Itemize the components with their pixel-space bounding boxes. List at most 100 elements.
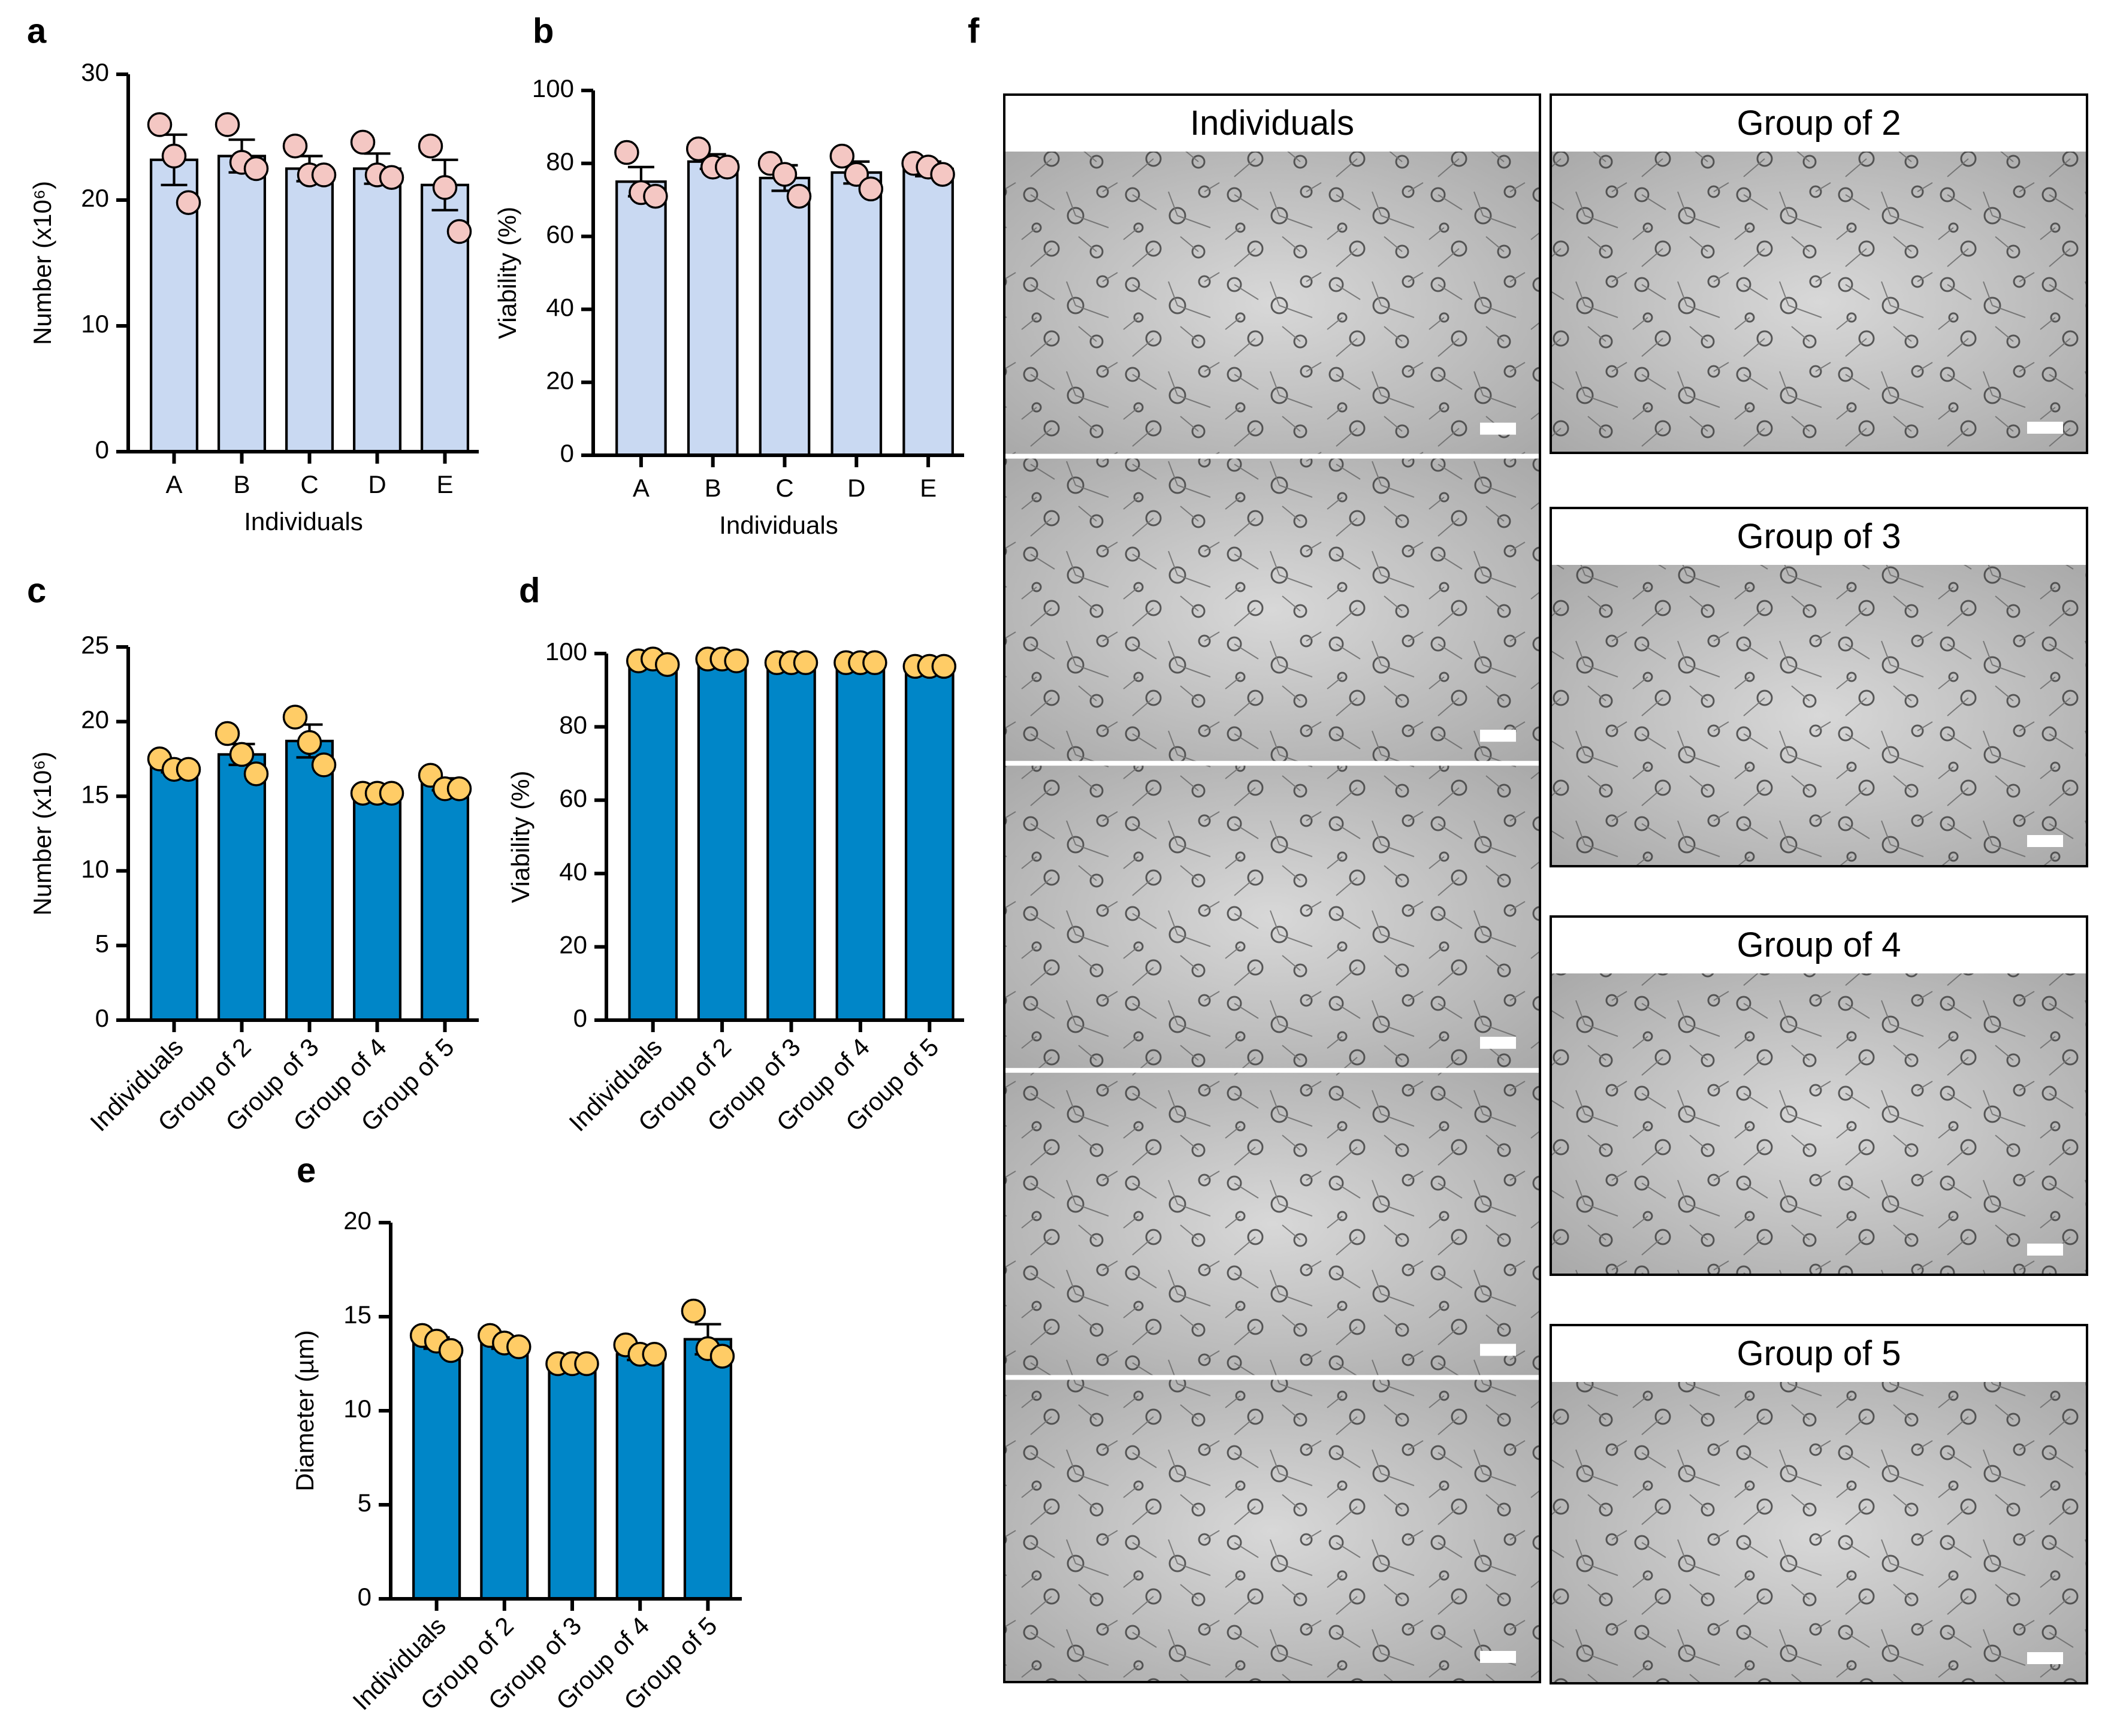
y-tick-label: 30 (81, 58, 109, 86)
y-tick-label: 20 (546, 366, 574, 394)
data-point (681, 1298, 706, 1324)
data-point (243, 156, 269, 182)
y-tick-label: 10 (343, 1395, 372, 1423)
y-tick-label: 10 (81, 855, 109, 883)
x-axis-label: Individuals (719, 511, 838, 539)
scale-bar (2027, 1244, 2063, 1256)
data-point (714, 155, 740, 180)
y-axis-label: Viability (%) (506, 771, 534, 903)
bar (285, 739, 334, 1022)
axes (389, 1223, 742, 1601)
data-point (643, 183, 668, 209)
data-point (418, 133, 443, 159)
panel-label: c (27, 571, 46, 610)
y-tick-label: 15 (343, 1301, 372, 1329)
y-tick-label: 15 (81, 780, 109, 808)
data-point (297, 730, 322, 755)
data-point (786, 183, 812, 209)
data-point (931, 654, 957, 679)
header-box (1551, 1325, 2087, 1382)
bar (830, 171, 883, 457)
bar (766, 661, 816, 1022)
x-tick-label: A (165, 470, 182, 498)
data-point (685, 136, 711, 162)
data-point (311, 752, 337, 778)
y-tick-label: 40 (559, 857, 587, 885)
data-point (642, 1342, 667, 1367)
data-point (229, 742, 255, 767)
scale-bar (2027, 1652, 2063, 1664)
data-point (215, 721, 240, 746)
data-point (506, 1334, 531, 1359)
header-box (1551, 95, 2087, 152)
data-point (176, 190, 201, 215)
data-point (862, 650, 887, 676)
panel-label: f (968, 11, 980, 50)
y-tick-label: 100 (532, 74, 574, 102)
panel-label: b (533, 11, 554, 50)
bar (412, 1341, 461, 1601)
data-point (858, 176, 884, 202)
bar (904, 665, 955, 1022)
micrograph-cells (1004, 1380, 1540, 1682)
data-point (379, 165, 404, 190)
data-point (147, 112, 173, 137)
bar (217, 753, 267, 1022)
y-tick-label: 60 (546, 220, 574, 249)
y-axis-label: Number (x10⁶) (28, 751, 56, 915)
micrograph-cells (1551, 152, 2087, 453)
scale-bar (1480, 1344, 1516, 1356)
bar (352, 792, 402, 1022)
y-tick-label: 20 (343, 1206, 372, 1235)
data-point (215, 112, 240, 137)
x-tick-label: D (847, 474, 865, 502)
scale-bar (1480, 422, 1516, 435)
header-box (1551, 917, 2087, 973)
data-point (176, 757, 201, 782)
bar (615, 1353, 665, 1601)
x-tick-label: E (436, 470, 453, 498)
y-tick-label: 0 (95, 435, 109, 464)
x-tick-label: A (633, 474, 650, 502)
micrograph-cells (1004, 152, 1540, 454)
data-point (282, 133, 308, 159)
micrograph-cells (1004, 1072, 1540, 1375)
data-point (446, 219, 472, 244)
header-box (1004, 95, 1540, 152)
panel-f: f Individuals Group of 2 Group of 3 Group o… (968, 11, 2088, 1684)
bar (548, 1362, 597, 1601)
data-point (161, 143, 187, 169)
y-tick-label: 80 (546, 147, 574, 176)
bar (480, 1341, 529, 1601)
chart: a Number (x10⁶) 0 10 20 30 A B C D E Individuals (27, 11, 479, 536)
bar (285, 167, 334, 453)
data-point (379, 781, 404, 806)
micrograph-cells (1004, 766, 1540, 1068)
image-header: Group of 4 (1736, 926, 1901, 964)
y-tick-label: 80 (559, 710, 587, 739)
bar (697, 658, 747, 1022)
panel-label: d (519, 571, 540, 610)
frame (1550, 915, 2088, 1276)
y-tick-label: 0 (358, 1583, 372, 1611)
bar (352, 167, 402, 453)
bar (902, 167, 954, 457)
bar (628, 661, 678, 1022)
image-header: Group of 5 (1736, 1334, 1901, 1373)
data-point (446, 776, 472, 802)
y-tick-label: 10 (81, 310, 109, 338)
axes (591, 90, 964, 457)
x-tick-label: B (705, 474, 721, 502)
data-point (829, 143, 855, 169)
bar (217, 155, 267, 453)
image-header: Group of 2 (1736, 104, 1901, 143)
header-box (1551, 508, 2087, 565)
x-tick-label: B (233, 470, 250, 498)
data-point (432, 175, 458, 200)
y-tick-label: 100 (545, 637, 587, 666)
axes (126, 74, 479, 453)
data-point (282, 704, 308, 730)
